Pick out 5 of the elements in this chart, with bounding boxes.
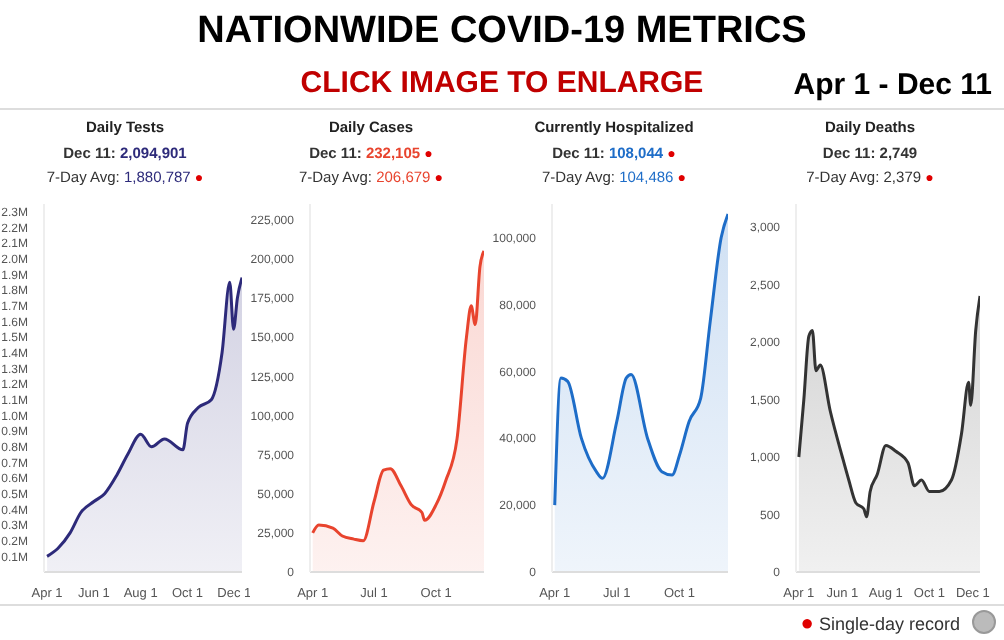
- circle-icon: ●: [800, 612, 814, 636]
- text: Apr 1 - Dec 11: [793, 68, 992, 102]
- text: NATIONWIDE COVID-19 METRICS: [195, 10, 809, 54]
- text: CLICK IMAGE TO ENLARGE: [298, 66, 706, 100]
- text: Single-day record: [818, 614, 960, 634]
